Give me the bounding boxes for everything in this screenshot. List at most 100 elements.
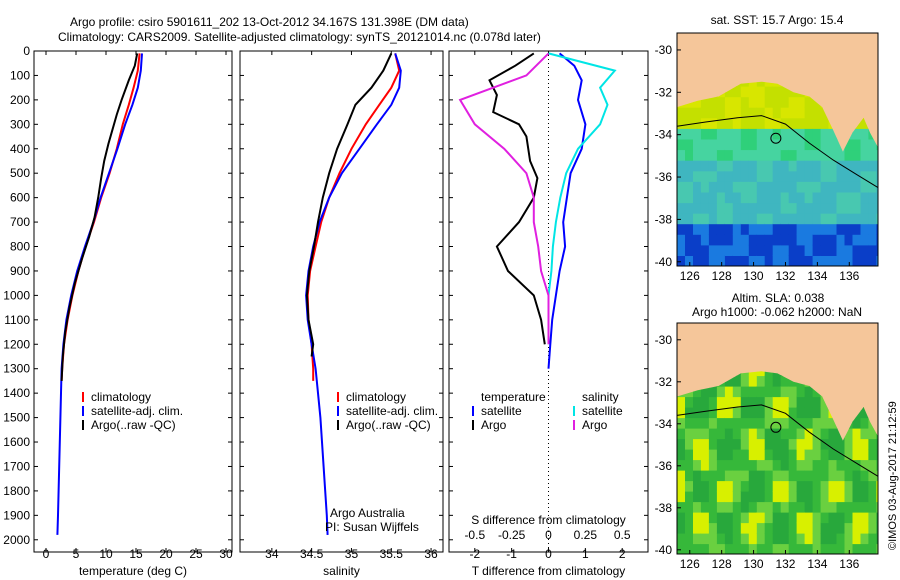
ocean-cell: [868, 22, 877, 33]
ocean-cell: [708, 386, 718, 398]
ocean-cell: [828, 491, 838, 503]
ocean-cell: [860, 491, 870, 503]
diff-legend-entry: satellite: [481, 404, 522, 418]
shelf-contour: [676, 404, 879, 477]
ocean-cell: [788, 491, 798, 503]
ocean-cell: [700, 107, 710, 119]
ocean-cell: [716, 181, 726, 193]
ocean-cell: [748, 459, 758, 471]
ocean-cell: [876, 533, 878, 545]
ocean-cell: [804, 96, 814, 108]
ocean-cell: [860, 428, 870, 440]
ocean-cell: [685, 533, 694, 545]
ocean-cell: [780, 449, 790, 461]
ocean-cell: [748, 407, 758, 419]
ocean-cell: [708, 128, 718, 140]
ocean-cell: [860, 170, 870, 182]
ocean-cell: [740, 396, 750, 408]
ocean-cell: [852, 202, 862, 214]
ocean-cell: [756, 428, 766, 440]
ocean-cell: [876, 522, 878, 534]
ocean-cell: [716, 96, 726, 108]
ocean-cell: [812, 501, 822, 513]
ocean-cell: [796, 480, 806, 492]
ocean-cell: [764, 244, 774, 256]
ocean-cell: [700, 501, 710, 513]
ocean-cell: [740, 86, 750, 98]
ocean-cell: [788, 396, 798, 408]
ocean-cell: [724, 202, 734, 214]
ocean-cell: [788, 407, 798, 419]
ocean-cell: [780, 213, 790, 225]
ocean-cell: [764, 480, 774, 492]
ocean-cell: [716, 138, 726, 151]
ocean-cell: [708, 543, 718, 554]
ocean-cell: [708, 234, 718, 246]
ocean-cell: [844, 470, 854, 482]
ocean-cell: [700, 202, 710, 214]
ocean-cell: [700, 138, 710, 151]
ocean-cell: [804, 138, 814, 151]
ocean-cell: [716, 522, 726, 534]
ocean-cell: [820, 522, 830, 534]
ocean-cell: [796, 449, 806, 461]
ocean-cell: [740, 501, 750, 513]
diff-series-salinity-argo: [458, 52, 550, 345]
ocean-cell: [740, 491, 750, 503]
ocean-cell: [685, 22, 694, 33]
ocean-cell: [756, 396, 766, 408]
ocean-cell: [780, 181, 790, 193]
ocean-cell: [677, 244, 686, 256]
ocean-cell: [772, 407, 782, 419]
ocean-cell: [732, 255, 742, 266]
ocean-cell: [764, 128, 774, 140]
ocean-cell: [812, 480, 822, 492]
ocean-cell: [732, 407, 742, 419]
ocean-cell: [820, 234, 830, 246]
title-line-1: Argo profile: csiro 5901611_202 13-Oct-2…: [70, 15, 469, 29]
ocean-cell: [868, 438, 877, 450]
ocean-cell: [788, 149, 798, 161]
ocean-cell: [716, 255, 726, 266]
ocean-cell: [836, 533, 846, 545]
ocean-cell: [876, 244, 878, 256]
ocean-cell: [788, 438, 798, 450]
ocean-cell: [876, 313, 885, 324]
ocean-cell: [677, 543, 686, 554]
ocean-cell: [724, 86, 734, 98]
ocean-cell: [868, 543, 877, 554]
ocean-cell: [772, 86, 782, 98]
ocean-cell: [860, 160, 870, 172]
map-ytick-label: -36: [655, 170, 673, 184]
ocean-cell: [724, 417, 734, 429]
ocean-cell: [700, 459, 710, 471]
ocean-cell: [844, 149, 854, 161]
ocean-cell: [876, 202, 878, 214]
depth-ytick-label: 1700: [3, 459, 30, 473]
ocean-cell: [836, 170, 846, 182]
ocean-cell: [700, 244, 710, 256]
ocean-cell: [756, 459, 766, 471]
ocean-cell: [748, 491, 758, 503]
map-xtick-label: 130: [744, 269, 764, 283]
ocean-cell: [764, 213, 774, 225]
ocean-cell: [788, 255, 798, 266]
ocean-cell: [820, 407, 830, 419]
diff-legend-entry: Argo: [582, 418, 608, 432]
ocean-cell: [724, 438, 734, 450]
ocean-cell: [772, 491, 782, 503]
argo-position-marker: [770, 132, 782, 144]
ocean-cell: [780, 417, 790, 429]
ocean-cell: [748, 386, 758, 398]
ocean-cell: [708, 512, 718, 524]
ocean-cell: [812, 470, 822, 482]
ocean-cell: [836, 160, 846, 172]
ocean-cell: [844, 202, 854, 214]
ocean-cell: [724, 491, 734, 503]
ocean-cell: [677, 149, 686, 161]
ocean-cell: [788, 107, 798, 119]
sst-map-title: sat. SST: 15.7 Argo: 15.4: [711, 13, 844, 27]
ocean-cell: [780, 407, 790, 419]
ocean-cell: [685, 107, 694, 119]
ocean-cell: [861, 22, 870, 33]
